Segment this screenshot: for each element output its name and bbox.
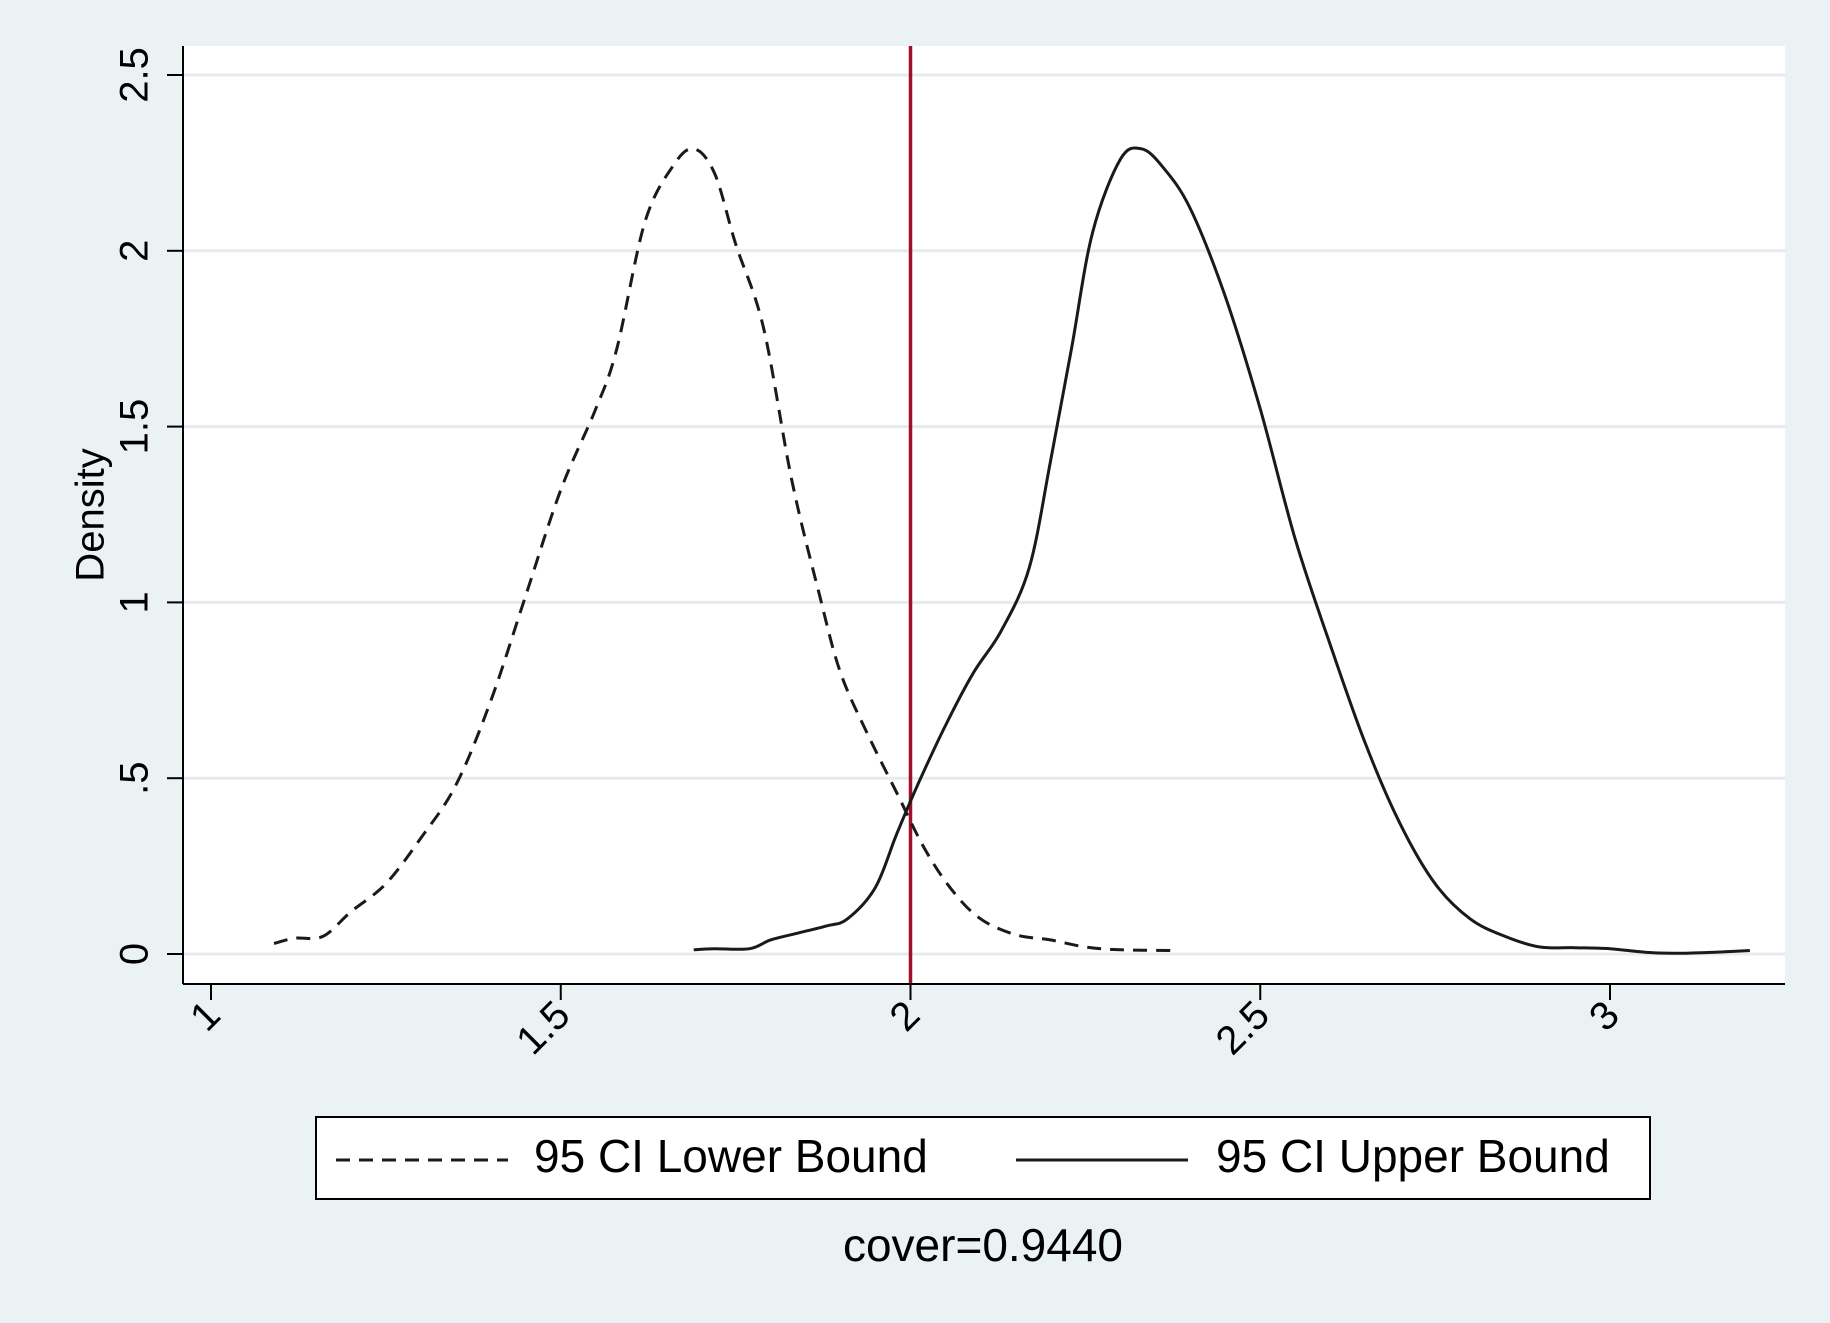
series-line-upper-bound [693,146,1750,955]
y-tick-label: 0 [113,943,157,965]
y-tick-label: 1 [113,591,157,613]
y-tick-label: 1.5 [113,399,157,455]
series-line-lower-bound [273,147,1177,952]
legend-label-lower-bound: 95 CI Lower Bound [534,1130,928,1182]
grid-lines [183,73,1785,956]
legend-box [315,1116,1651,1200]
legend: 95 CI Lower Bound 95 CI Upper Bound [315,1116,1651,1200]
legend-label-upper-bound: 95 CI Upper Bound [1216,1130,1610,1182]
plot-area [183,46,1785,984]
y-axis-title: Density [69,448,113,581]
y-tick-label: .5 [113,762,157,795]
cover-note: cover=0.9440 [843,1219,1123,1271]
series-lines [273,146,1750,955]
y-tick-label: 2 [113,240,157,262]
y-tick-label: 2.5 [113,47,157,103]
